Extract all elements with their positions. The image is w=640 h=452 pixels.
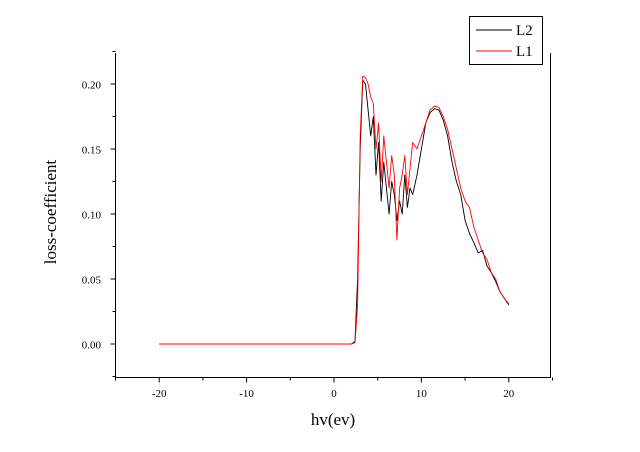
x-tick-label: 10 xyxy=(416,388,428,400)
legend-box xyxy=(469,16,543,65)
x-tick-marks xyxy=(115,377,553,383)
y-tick-marks xyxy=(110,51,116,377)
series-line-l1 xyxy=(159,75,510,345)
y-tick-label: 0.05 xyxy=(82,275,102,287)
x-tick-labels: -20 -10 0 10 20 xyxy=(152,388,515,400)
x-tick-label: -10 xyxy=(239,388,254,400)
y-tick-label: 0.20 xyxy=(82,80,102,92)
y-tick-label: 0.00 xyxy=(82,340,102,352)
y-axis-title: loss-coefficient xyxy=(41,159,60,264)
legend-label-l2: L2 xyxy=(516,23,533,39)
y-tick-label: 0.10 xyxy=(82,210,102,222)
x-axis-title: hv(ev) xyxy=(311,410,355,429)
legend: L2 L1 xyxy=(469,16,543,65)
x-tick-label: -20 xyxy=(152,388,167,400)
series-line-l2 xyxy=(159,79,510,345)
x-tick-label: 0 xyxy=(331,388,337,400)
x-tick-label: 20 xyxy=(503,388,515,400)
y-tick-labels: 0.00 0.05 0.10 0.15 0.20 xyxy=(82,80,102,352)
series-layer xyxy=(159,75,510,345)
legend-label-l1: L1 xyxy=(516,44,533,60)
y-tick-label: 0.15 xyxy=(82,145,102,157)
plot-frame xyxy=(115,53,551,378)
